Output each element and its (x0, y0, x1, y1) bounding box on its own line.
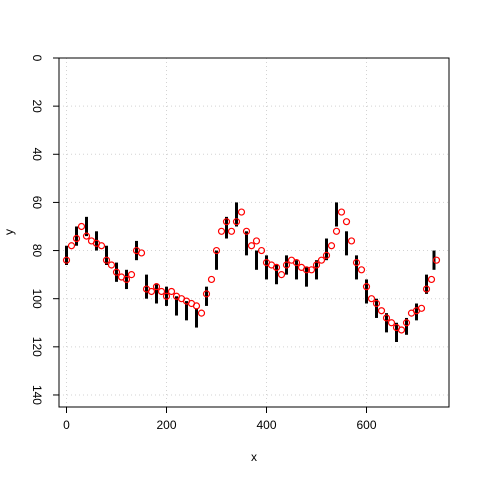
data-point (322, 251, 331, 259)
data-point (327, 242, 336, 250)
y-tick-label: 140 (30, 385, 44, 405)
x-tick-label: 200 (156, 418, 176, 432)
data-point (137, 249, 146, 257)
y-tick-label: 100 (30, 289, 44, 309)
data-point (247, 242, 256, 250)
data-point (362, 283, 371, 291)
data-point (77, 222, 86, 231)
x-tick-label: 600 (356, 418, 376, 432)
plot-frame (58, 57, 450, 408)
data-point (352, 258, 361, 267)
x-axis: 0 200 400 600 (63, 407, 377, 432)
data-point (72, 234, 81, 243)
data-point (342, 218, 351, 226)
y-tick-label: 80 (30, 244, 44, 258)
data-point (397, 326, 406, 334)
y-tick-label: 120 (30, 337, 44, 357)
segment-series (65, 202, 436, 343)
data-point (227, 227, 236, 235)
data-point (242, 227, 251, 235)
data-point (202, 290, 211, 298)
data-point (402, 319, 411, 327)
data-point (192, 302, 201, 310)
data-point (377, 307, 386, 315)
y-tick-label: 40 (30, 148, 44, 162)
x-axis-title: x (251, 450, 257, 464)
data-point (417, 304, 426, 312)
y-tick-label: 20 (30, 99, 44, 113)
data-point (62, 256, 71, 264)
data-point (102, 256, 111, 264)
data-point (232, 218, 241, 226)
x-tick-label: 0 (63, 418, 70, 432)
data-point (432, 256, 441, 264)
point-series (62, 208, 441, 334)
x-tick-label: 400 (256, 418, 276, 432)
data-point (107, 261, 116, 269)
data-point (217, 227, 226, 235)
data-point (272, 263, 281, 271)
data-point (252, 237, 261, 245)
data-point (197, 309, 206, 317)
data-point (157, 287, 166, 296)
data-point (367, 295, 376, 303)
data-point (162, 292, 171, 300)
grid (59, 57, 449, 407)
data-point (212, 246, 221, 255)
y-tick-label: 60 (30, 196, 44, 210)
y-tick-label: 0 (30, 55, 44, 62)
data-point (127, 271, 136, 279)
data-point (292, 258, 301, 267)
data-point (337, 208, 346, 216)
data-point (257, 246, 266, 255)
data-point (147, 287, 156, 296)
data-point (382, 314, 391, 322)
data-point (237, 208, 246, 216)
data-point (357, 266, 366, 274)
data-point (312, 261, 321, 269)
data-point (307, 266, 316, 274)
data-point (422, 285, 431, 293)
data-point (82, 232, 91, 240)
data-point (97, 242, 106, 250)
y-axis: 0 20 40 60 80 100 120 140 (30, 55, 59, 405)
data-point (282, 261, 291, 269)
data-point (372, 299, 381, 308)
data-point (347, 237, 356, 245)
data-point (152, 283, 161, 291)
data-point (302, 266, 311, 274)
data-point (427, 275, 436, 284)
y-axis-title: y (2, 229, 16, 235)
data-point (222, 218, 231, 226)
data-point (207, 275, 216, 284)
data-point (277, 271, 286, 279)
data-point (112, 268, 121, 276)
data-point (387, 319, 396, 327)
data-point (167, 287, 176, 296)
data-point (317, 256, 326, 264)
data-point (67, 242, 76, 250)
data-point (122, 275, 131, 284)
data-point (332, 227, 341, 235)
